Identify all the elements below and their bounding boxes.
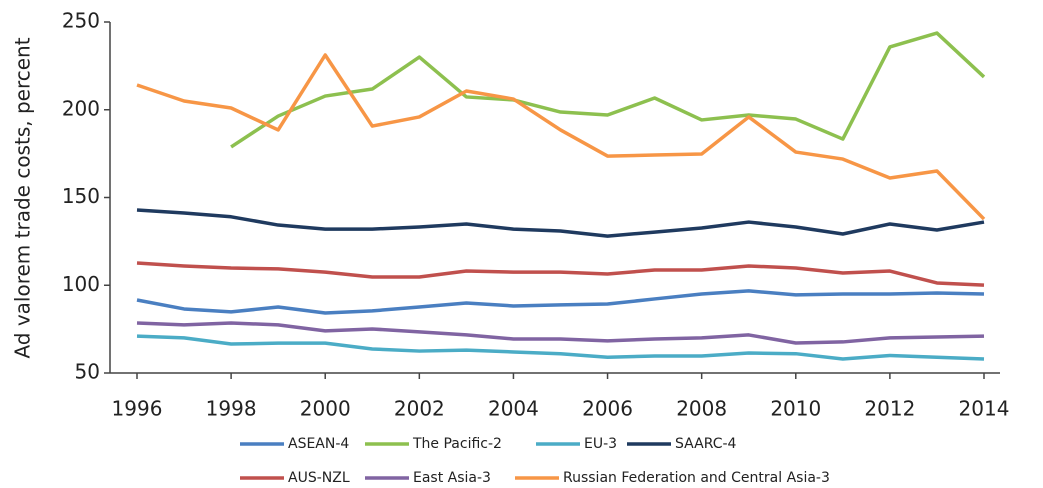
x-tick-label: 2006	[582, 397, 633, 421]
x-tick-label: 2012	[864, 397, 915, 421]
legend-label: EU-3	[584, 436, 617, 452]
series-line	[230, 31, 986, 149]
legend-label: East Asia-3	[413, 470, 491, 486]
legend-label: The Pacific-2	[412, 436, 502, 452]
series-line	[136, 208, 985, 238]
series-line	[136, 321, 985, 345]
series-line	[136, 334, 985, 361]
x-tick-label: 1998	[206, 397, 257, 421]
y-tick-label: 50	[75, 360, 100, 384]
y-tick-label: 250	[62, 9, 100, 33]
x-tick-label: 2004	[488, 397, 539, 421]
x-tick-label: 2008	[676, 397, 727, 421]
legend-label: Russian Federation and Central Asia-3	[563, 470, 830, 486]
y-tick-label: 100	[62, 272, 100, 296]
x-tick-label: 2010	[770, 397, 821, 421]
x-tick-label: 2014	[959, 397, 1010, 421]
legend-label: AUS-NZL	[288, 470, 350, 486]
y-tick-label: 150	[62, 184, 100, 208]
x-tick-label: 2002	[394, 397, 445, 421]
y-axis-title: Ad valorem trade costs, percent	[11, 37, 35, 358]
y-tick-label: 200	[62, 96, 100, 120]
series-line	[136, 289, 985, 315]
series-line	[136, 261, 985, 287]
x-tick-label: 2000	[300, 397, 351, 421]
x-tick-label: 1996	[112, 397, 163, 421]
legend-label: SAARC-4	[675, 436, 737, 452]
series-line	[136, 53, 986, 221]
legend-label: ASEAN-4	[288, 436, 349, 452]
